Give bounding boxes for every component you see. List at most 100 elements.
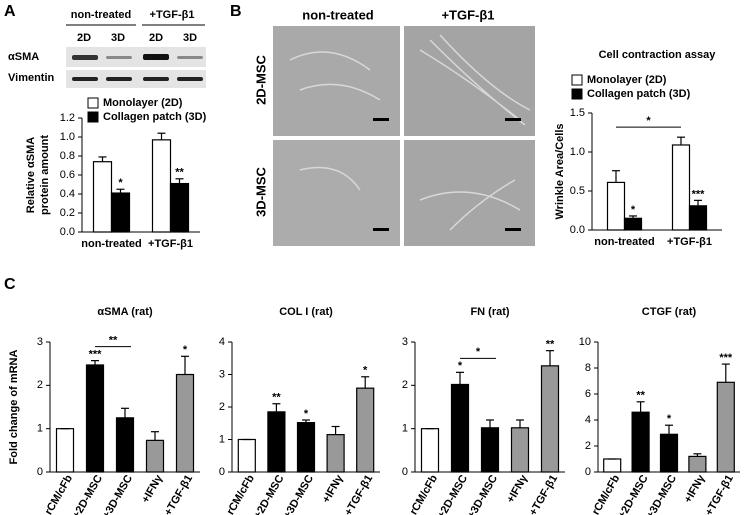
chart-title: Cell contraction assay [599, 49, 717, 61]
bar [420, 428, 440, 473]
significance: * [458, 360, 463, 372]
lane-label: 3D [183, 32, 197, 44]
y-tick-label: 1.0 [60, 131, 75, 143]
x-tick-label: rCM/cFb [225, 473, 258, 515]
significance: *** [89, 349, 103, 361]
x-tick-label: +3D-MSC [281, 473, 316, 515]
blot-band [72, 77, 98, 81]
significance: ** [175, 167, 184, 179]
bar [55, 428, 75, 473]
y-tick-label: 1 [37, 423, 43, 435]
significance: *** [692, 188, 706, 200]
x-tick-label: +2D-MSC [252, 473, 287, 515]
y-tick-label: 0.0 [60, 226, 75, 238]
blot-strip [66, 70, 206, 88]
y-tick-label: 1.2 [60, 112, 75, 124]
blot-band [72, 55, 98, 60]
y-tick-label: 1 [219, 433, 225, 445]
bar [110, 192, 131, 233]
y-tick-label: 4 [585, 414, 591, 426]
bar [326, 434, 345, 473]
y-tick-label: 0.6 [60, 169, 75, 181]
x-tick-label: +IFNγ [140, 472, 166, 505]
chart-title: CTGF (rat) [642, 306, 697, 318]
legend-swatch [571, 74, 583, 86]
x-tick-label: +3D-MSC [100, 473, 135, 515]
lane-label: 2D [77, 32, 91, 44]
chart-title: COL I (rat) [279, 306, 333, 318]
y-axis-label: protein amount [39, 135, 51, 215]
lane-label: 2D [149, 32, 163, 44]
blot-band [143, 77, 169, 81]
bar [688, 455, 707, 473]
bar [169, 182, 190, 233]
y-tick-label: 0.4 [60, 188, 75, 200]
bar [145, 439, 165, 473]
bar [151, 139, 172, 233]
bar [659, 433, 679, 473]
legend-label: Monolayer (2D) [103, 97, 183, 109]
x-tick-label: +3D-MSC [465, 473, 500, 515]
y-axis-label: Wrinkle Area/Cells [554, 124, 566, 220]
significance: * [667, 413, 672, 425]
row-label: 2D-MSC [253, 54, 268, 104]
y-tick-label: 0 [219, 466, 225, 478]
blot-condition: non-treated [71, 9, 132, 21]
x-tick-label: +IFNγ [682, 472, 708, 505]
x-tick-label: +TGF-β1 [527, 473, 560, 515]
blot-band [106, 56, 132, 59]
bar [623, 217, 643, 231]
micrograph [404, 26, 535, 136]
bar [480, 427, 500, 473]
bar [356, 387, 375, 473]
y-tick-label: 2 [402, 379, 408, 391]
significance: * [118, 177, 123, 189]
significance: * [183, 344, 188, 356]
bar [450, 383, 470, 473]
significance: * [631, 204, 636, 216]
y-tick-label: 4 [219, 336, 225, 348]
y-tick-label: 0.2 [60, 207, 75, 219]
panel-letter: B [230, 3, 242, 20]
legend-swatch [87, 97, 99, 109]
legend-label: Collagen patch (3D) [103, 111, 207, 123]
y-tick-label: 1 [402, 423, 408, 435]
bracket-label: ** [109, 335, 118, 347]
bar [631, 411, 650, 473]
lane-label: 3D [111, 32, 125, 44]
y-tick-label: 0 [37, 466, 43, 478]
x-tick-label: +IFNγ [320, 472, 346, 505]
micrograph [273, 26, 400, 136]
y-axis-label: Relative αSMA [25, 137, 37, 214]
y-axis-label: Fold change of mRNA [8, 350, 20, 465]
bracket-label: * [476, 346, 481, 358]
chart-title: αSMA (rat) [97, 306, 153, 318]
blot-band [177, 77, 203, 81]
y-tick-label: 0.8 [60, 150, 75, 162]
x-tick-label: +TGF-β1 [667, 236, 712, 248]
significance: *** [719, 352, 733, 364]
significance: * [304, 408, 309, 420]
protein-label: Vimentin [8, 72, 55, 84]
y-tick-label: 2 [219, 401, 225, 413]
bar [267, 411, 286, 473]
legend-swatch [571, 88, 583, 100]
blot-condition: +TGF-β1 [150, 9, 195, 21]
x-tick-label: non-treated [594, 236, 655, 248]
cell-outline [289, 34, 531, 231]
chart-title: FN (rat) [470, 306, 509, 318]
y-tick-label: 0 [402, 466, 408, 478]
x-tick-label: +TGF-β1 [703, 473, 736, 515]
western-blot: non-treated +TGF-β1 2D 3D 2D 3D αSMA Vim… [8, 9, 206, 88]
x-tick-label: +TGF-β1 [162, 473, 195, 515]
y-tick-label: 3 [402, 336, 408, 348]
bar [175, 373, 195, 473]
x-tick-label: +2D-MSC [435, 473, 470, 515]
blot-band [177, 56, 203, 59]
y-tick-label: 2 [585, 440, 591, 452]
protein-label: αSMA [8, 51, 39, 63]
significance: * [363, 365, 368, 377]
scale-bar [505, 118, 521, 121]
y-tick-label: 0.0 [570, 224, 585, 236]
